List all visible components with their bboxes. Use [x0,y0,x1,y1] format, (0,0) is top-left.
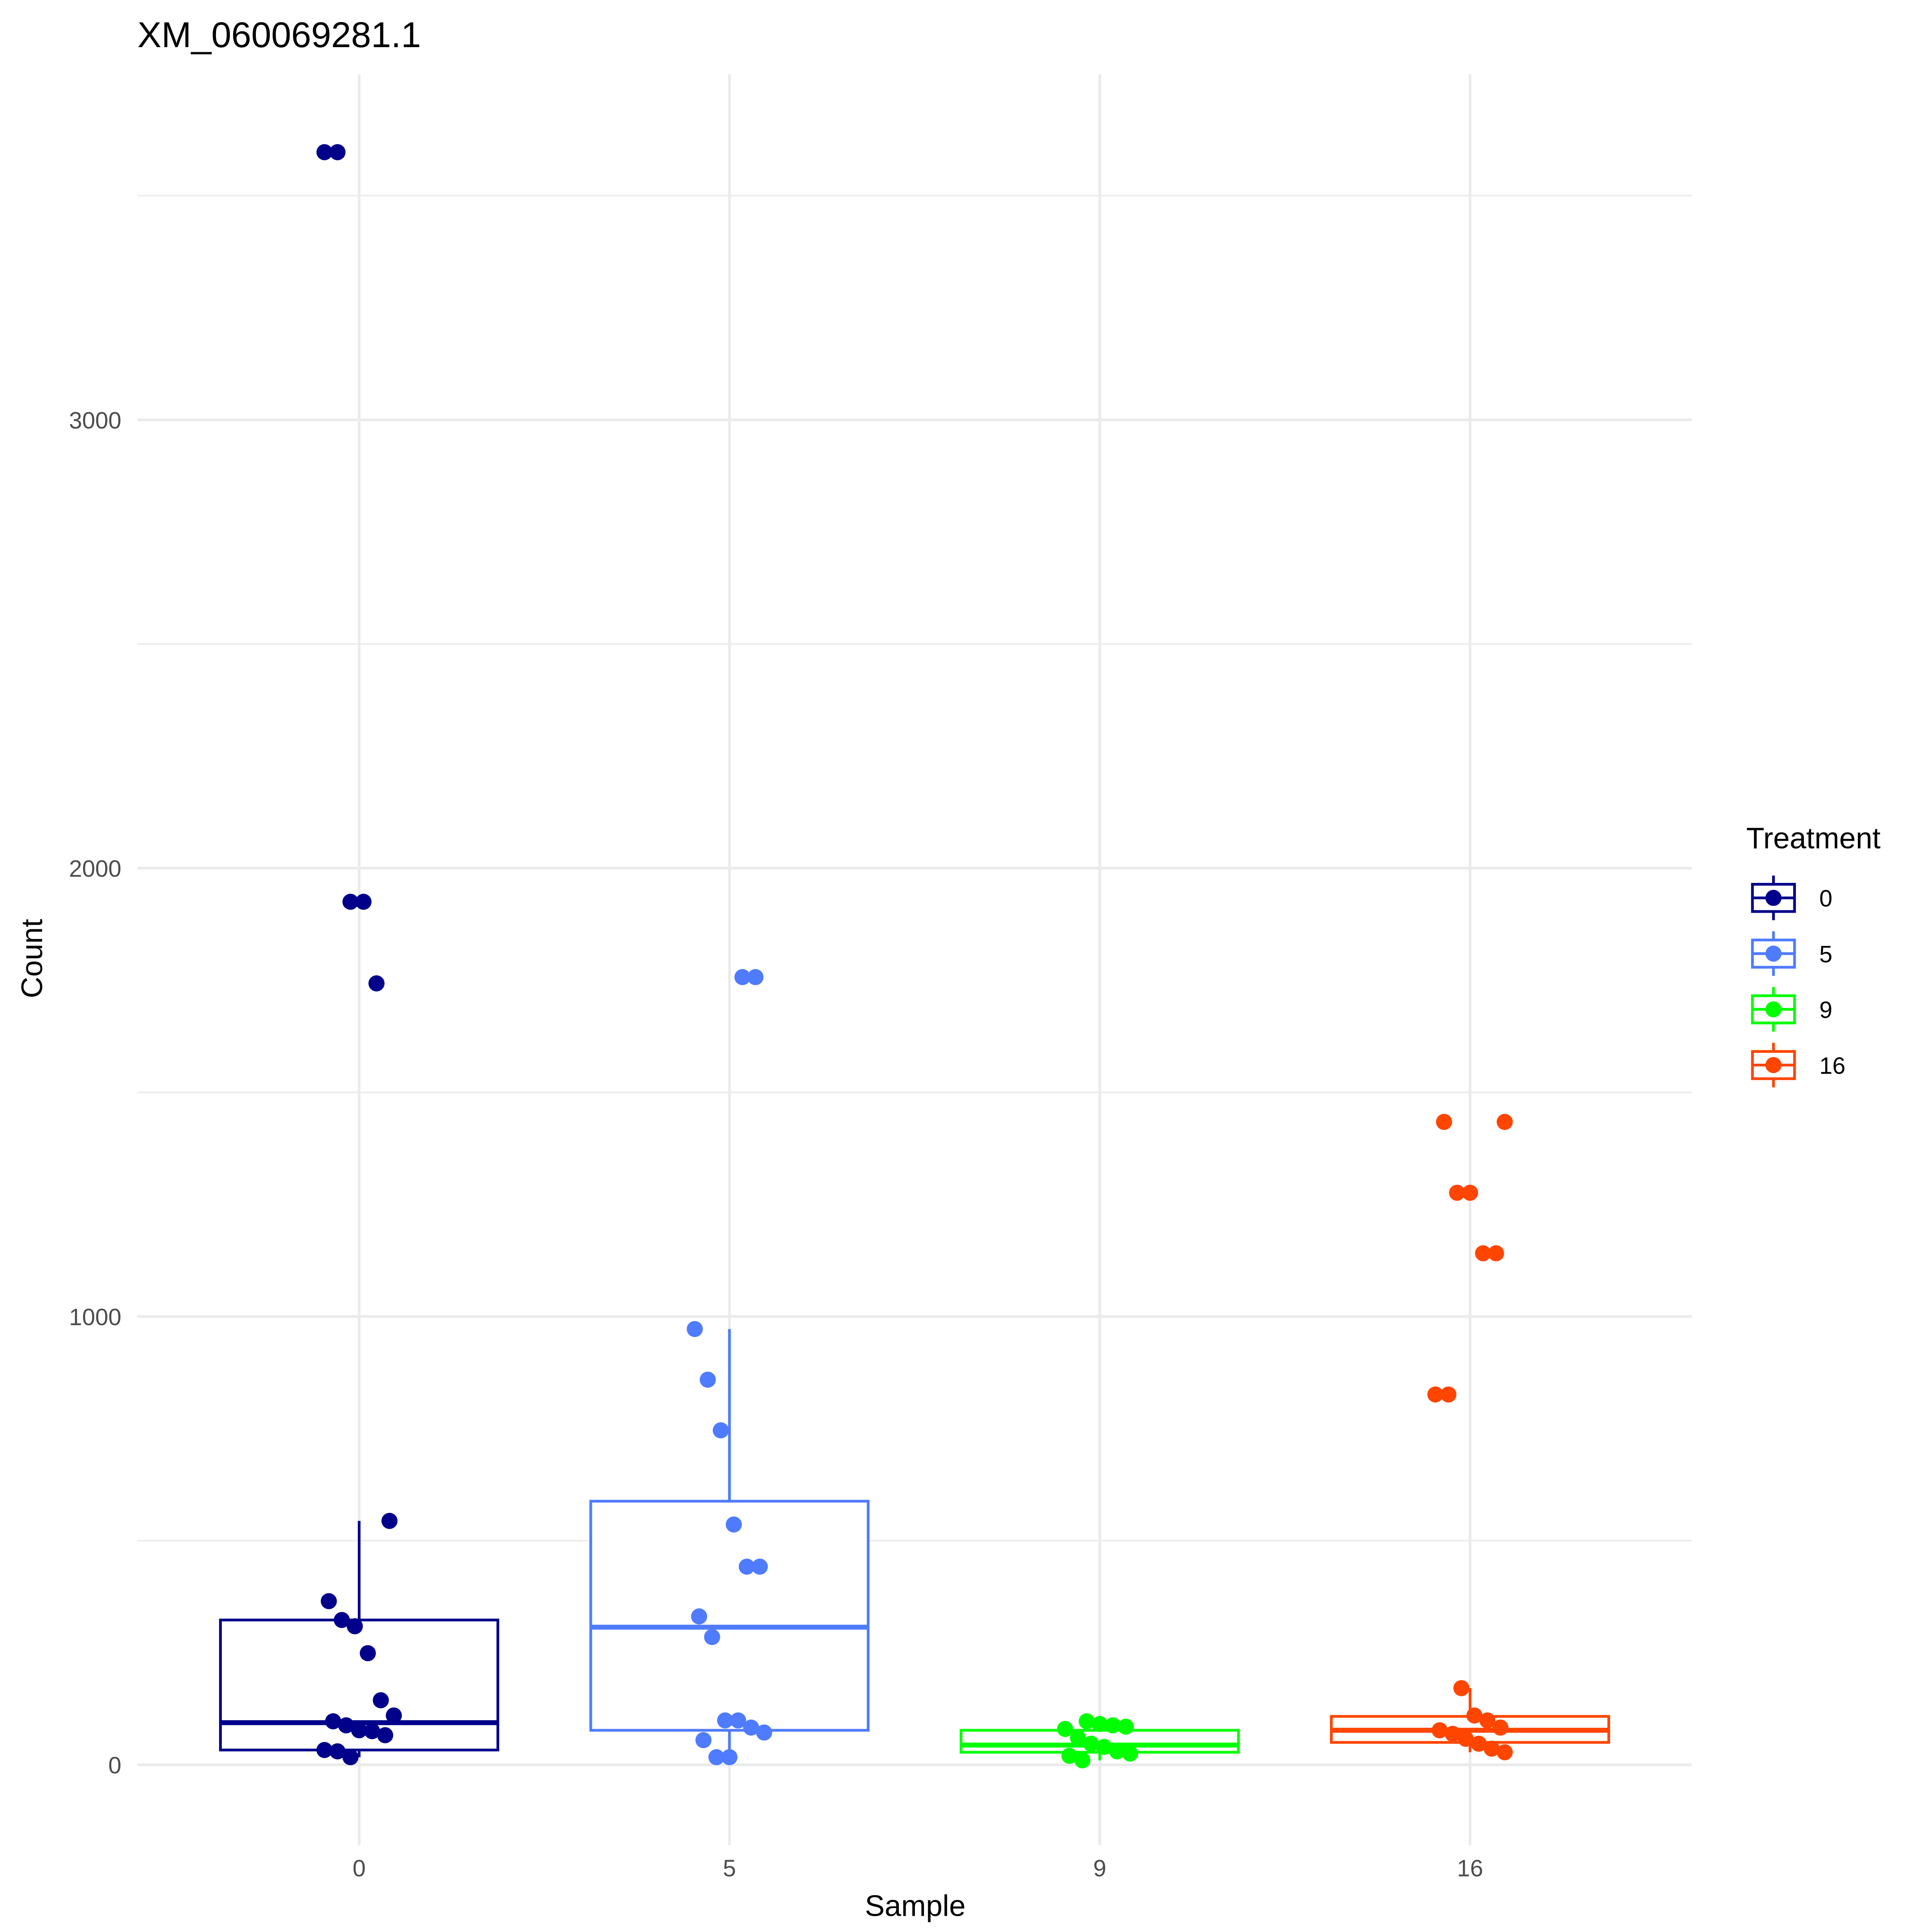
data-point [342,893,359,910]
data-point [316,1742,333,1758]
data-point [1122,1745,1138,1762]
legend-label: 9 [1819,997,1832,1023]
y-tick-label: 2000 [69,855,121,882]
data-point [1449,1184,1465,1201]
data-point [364,1723,380,1740]
data-point [747,969,764,985]
data-point [1432,1722,1448,1738]
data-point [368,975,385,992]
data-point [1083,1735,1099,1752]
data-point [338,1717,354,1734]
data-point [325,1713,342,1730]
data-point [333,1612,350,1628]
data-point [1466,1707,1483,1724]
data-point [1471,1735,1487,1752]
box [589,1500,870,1732]
data-point [372,1692,389,1709]
data-point [1074,1752,1091,1769]
legend-point [1765,1057,1782,1073]
x-tick-label: 16 [1457,1855,1483,1881]
data-point [1453,1680,1469,1696]
x-axis-label: Sample [865,1889,966,1922]
data-point [1057,1721,1073,1737]
data-point [1061,1748,1078,1764]
legend-label: 5 [1819,941,1832,967]
x-tick-label: 9 [1093,1855,1106,1881]
data-point [699,1371,716,1388]
data-point [1078,1713,1095,1730]
data-point [734,969,751,985]
data-point [329,144,346,160]
data-point [329,1743,346,1760]
legend: Treatment 0 5 9 16 [1746,822,1881,1088]
y-tick-label: 1000 [69,1304,121,1330]
y-tick-label: 0 [108,1752,121,1779]
legend-label: 16 [1819,1053,1845,1079]
boxes [219,1329,1610,1760]
data-point [1488,1245,1504,1262]
data-point [713,1422,729,1439]
data-point [381,1513,398,1529]
data-point [1104,1717,1121,1734]
data-point [687,1321,703,1337]
legend-point [1765,889,1782,906]
x-tick-label: 0 [353,1855,366,1881]
legend-point [1765,1001,1782,1018]
data-point [704,1629,720,1645]
x-tick-label: 5 [723,1855,736,1881]
data-point [726,1516,742,1533]
data-point [752,1558,768,1575]
data-point [691,1608,707,1625]
data-point [1096,1739,1112,1755]
legend-title: Treatment [1746,822,1881,855]
data-point [730,1712,747,1729]
axes: 0 1000 2000 3000 0 5 9 16 [69,407,1483,1881]
data-point [695,1732,712,1748]
data-point [1475,1245,1491,1262]
data-point [1427,1386,1444,1403]
data-point [342,1749,359,1765]
data-point [360,1645,376,1662]
data-point [316,144,333,160]
data-point [1117,1718,1134,1735]
y-axis-label: Count [15,919,49,998]
data-point [1479,1712,1496,1729]
data-point [1092,1716,1108,1732]
data-point [355,893,372,910]
data-point [1440,1386,1457,1403]
y-tick-label: 3000 [69,407,121,434]
legend-point [1765,946,1782,962]
data-point [743,1719,759,1736]
data-point [386,1707,402,1724]
data-point [1109,1743,1125,1760]
data-point [756,1724,772,1741]
data-point [1497,1744,1513,1760]
data-point [351,1722,367,1738]
data-point [1483,1740,1500,1757]
data-point [1462,1184,1478,1201]
data-point [721,1749,738,1765]
data-point [1492,1719,1509,1736]
legend-label: 0 [1819,885,1832,912]
data-point [738,1558,755,1575]
grid [137,74,1692,1845]
data-point [377,1727,393,1743]
data-point [321,1593,337,1609]
data-point [1436,1114,1452,1130]
data-point [1070,1730,1086,1746]
data-point [1497,1114,1513,1130]
data-point [1458,1731,1474,1747]
chart-title: XM_060069281.1 [138,15,421,55]
data-point [708,1749,724,1765]
data-point [717,1712,733,1729]
data-point [347,1618,363,1634]
points [316,144,1513,1769]
data-point [1444,1726,1461,1742]
